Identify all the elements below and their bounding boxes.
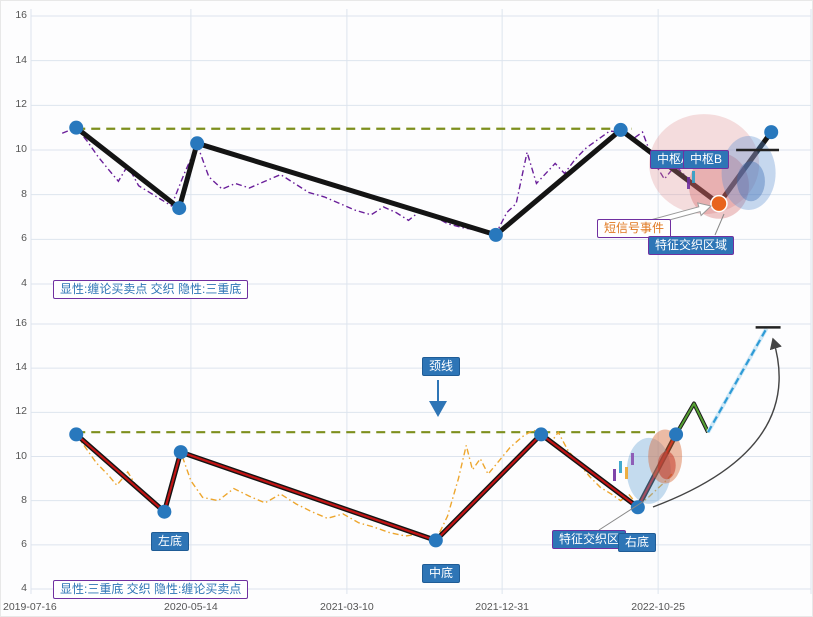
feature-zone-ellipse [626, 437, 671, 504]
pivot-dot [172, 201, 187, 216]
event-mark [692, 171, 695, 183]
pivot-dot [190, 136, 205, 151]
green-segment [675, 402, 709, 435]
pivot-dot [69, 427, 84, 442]
pivot-b-label: 中枢B [683, 150, 730, 169]
pivot-dot [428, 533, 443, 548]
short-signal-label: 短信号事件 [597, 219, 672, 238]
feature-zone-bottom-label: 特征交织区 [552, 530, 627, 549]
feature-zone-ellipse [736, 161, 765, 202]
feature-zone-ellipse [721, 136, 776, 211]
caption-top: 显性:缠论买卖点 交织 隐性:三重底 [53, 280, 249, 299]
pivot-dot [157, 504, 172, 519]
projection-curve-arrow [652, 337, 782, 508]
pivot-dot [630, 500, 645, 515]
pivot-dot [173, 445, 188, 460]
feature-zone-ellipse [688, 152, 749, 219]
pivot-dot [764, 125, 779, 140]
price-line-bottom [75, 429, 675, 542]
feature-zone-ellipse [657, 451, 676, 480]
segment-zigzag [73, 431, 679, 543]
feature-zone-top-label: 特征交织区域 [648, 236, 735, 255]
pivot-dot [613, 122, 628, 137]
right-bottom-label: 右底 [618, 533, 657, 552]
projection-dashed [707, 327, 768, 433]
event-mark [619, 461, 622, 473]
event-mark [613, 469, 616, 481]
segment-zigzag-red [75, 433, 678, 542]
pivot-dot [69, 120, 84, 135]
neckline-label: 颈线 [422, 357, 461, 376]
event-mark [625, 467, 628, 479]
event-mark [631, 453, 634, 465]
feature-zone-pointer-top [714, 213, 725, 236]
signal-marker [710, 194, 728, 213]
caption-bottom: 显性:三重底 交织 隐性:缠论买卖点 [53, 580, 249, 599]
mid-bottom-label: 中底 [422, 564, 461, 583]
pivot-dot [669, 427, 684, 442]
pivot-dot [488, 227, 503, 242]
feature-zone-pointer-bottom [598, 500, 645, 531]
event-mark [687, 177, 690, 189]
left-bottom-label: 左底 [151, 532, 190, 551]
price-line-top [61, 126, 721, 235]
pivot-dot [534, 427, 549, 442]
